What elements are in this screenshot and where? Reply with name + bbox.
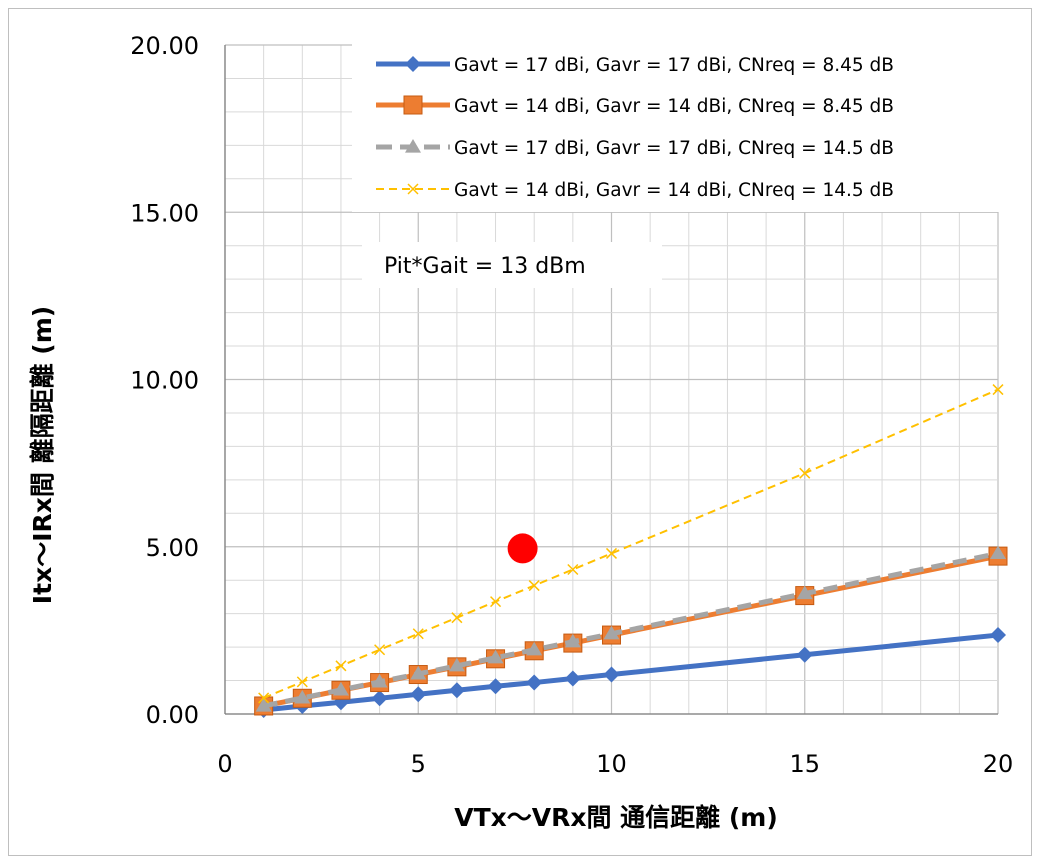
data-point bbox=[405, 139, 421, 153]
data-point bbox=[448, 682, 465, 699]
data-point bbox=[799, 467, 811, 479]
y-tick-label: 0.00 bbox=[146, 701, 199, 729]
data-point-stroke bbox=[451, 612, 463, 624]
data-point bbox=[407, 183, 419, 195]
data-point bbox=[335, 660, 347, 672]
series-line bbox=[263, 550, 999, 709]
data-point bbox=[603, 666, 620, 683]
legend-entry: Gavt = 17 dBi, Gavr = 17 dBi, CNreq = 8.… bbox=[376, 55, 894, 76]
legend: Gavt = 17 dBi, Gavr = 17 dBi, CNreq = 8.… bbox=[352, 40, 1024, 212]
data-point-stroke bbox=[605, 547, 618, 559]
data-point-stroke bbox=[258, 692, 270, 704]
x-tick-label: 20 bbox=[983, 750, 1014, 778]
y-tick-label: 20.00 bbox=[130, 32, 199, 60]
data-point bbox=[526, 674, 543, 691]
data-point bbox=[564, 670, 581, 687]
x-axis-title: VTx～VRx間 通信距離 (m) bbox=[454, 803, 778, 832]
legend-label: Gavt = 17 dBi, Gavr = 17 dBi, CNreq = 14… bbox=[454, 138, 894, 159]
axes: 0 5 10 15 20 0.00 5.00 10.00 15.00 20.00 bbox=[130, 32, 1013, 778]
legend-entry: Gavt = 14 dBi, Gavr = 14 dBi, CNreq = 14… bbox=[376, 180, 894, 201]
y-tick-label: 5.00 bbox=[146, 534, 199, 562]
legend-label: Gavt = 14 dBi, Gavr = 14 dBi, CNreq = 14… bbox=[454, 180, 894, 201]
annotation-box bbox=[362, 242, 662, 288]
data-point bbox=[528, 580, 540, 592]
data-point bbox=[448, 657, 465, 672]
data-point bbox=[451, 612, 463, 624]
data-point-stroke bbox=[407, 183, 419, 195]
data-point-stroke bbox=[412, 628, 424, 640]
series-group bbox=[254, 384, 1008, 718]
series-3 bbox=[255, 545, 1006, 712]
data-point bbox=[526, 641, 543, 656]
data-point-stroke bbox=[296, 676, 308, 688]
legend-box bbox=[352, 40, 1024, 212]
annotation-text: Pit*Gait = 13 dBm bbox=[384, 254, 586, 279]
y-axis-title: Itx～IRx間 離隔距離 (m) bbox=[28, 306, 57, 604]
data-point bbox=[487, 678, 504, 695]
legend-label: Gavt = 17 dBi, Gavr = 17 dBi, CNreq = 8.… bbox=[454, 55, 894, 76]
data-point-stroke bbox=[528, 580, 540, 592]
highlight-dot bbox=[507, 533, 538, 564]
series-4 bbox=[258, 384, 1004, 704]
data-point bbox=[490, 596, 502, 608]
data-point-stroke bbox=[567, 563, 579, 576]
data-point bbox=[487, 649, 504, 664]
data-point bbox=[405, 56, 421, 72]
data-point bbox=[990, 627, 1006, 644]
x-tick-label: 15 bbox=[789, 750, 820, 778]
series-1 bbox=[255, 627, 1006, 718]
data-point bbox=[332, 681, 349, 696]
y-tick-label: 15.00 bbox=[130, 199, 199, 227]
data-point-stroke bbox=[335, 660, 347, 672]
data-point-stroke bbox=[992, 384, 1004, 396]
data-point bbox=[255, 697, 272, 712]
data-point bbox=[603, 625, 620, 640]
y-tick-label: 10.00 bbox=[130, 367, 199, 395]
highlight-layer bbox=[507, 533, 538, 564]
data-point bbox=[796, 646, 813, 663]
data-point bbox=[412, 628, 424, 640]
data-point bbox=[371, 690, 388, 707]
data-point bbox=[992, 384, 1004, 396]
data-point bbox=[410, 665, 427, 680]
x-tick-label: 10 bbox=[596, 750, 627, 778]
data-point bbox=[564, 633, 581, 648]
data-point bbox=[258, 692, 270, 704]
series-line bbox=[263, 388, 999, 699]
data-point bbox=[410, 686, 427, 703]
data-point bbox=[796, 585, 813, 600]
data-point bbox=[374, 644, 386, 656]
legend-label: Gavt = 14 dBi, Gavr = 14 dBi, CNreq = 8.… bbox=[454, 96, 894, 117]
data-point bbox=[294, 689, 311, 704]
data-point bbox=[567, 563, 579, 576]
data-point bbox=[403, 95, 423, 115]
annotation: Pit*Gait = 13 dBm bbox=[362, 242, 662, 288]
data-point bbox=[605, 547, 618, 559]
data-point-stroke bbox=[799, 467, 811, 479]
legend-entry: Gavt = 14 dBi, Gavr = 14 dBi, CNreq = 8.… bbox=[376, 95, 894, 117]
legend-entry: Gavt = 17 dBi, Gavr = 17 dBi, CNreq = 14… bbox=[376, 138, 894, 159]
data-point bbox=[990, 545, 1006, 560]
data-point-stroke bbox=[374, 644, 386, 656]
data-point bbox=[371, 673, 388, 688]
x-tick-label: 5 bbox=[411, 750, 426, 778]
data-point-stroke bbox=[490, 596, 502, 608]
data-point bbox=[296, 676, 308, 688]
x-tick-label: 0 bbox=[217, 750, 232, 778]
